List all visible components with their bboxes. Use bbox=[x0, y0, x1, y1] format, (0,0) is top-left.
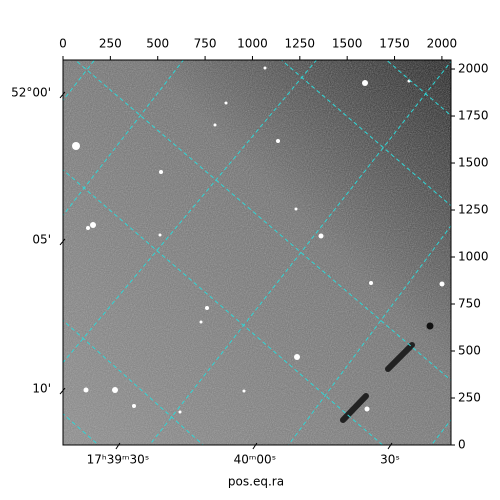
dec-tick-label: 10' bbox=[32, 382, 51, 396]
x-tick-label: 1500 bbox=[332, 37, 363, 51]
ra-tick-label: 40ᵐ00ˢ bbox=[234, 453, 277, 467]
y-tick-label: 250 bbox=[458, 391, 481, 405]
y-tick-label: 1250 bbox=[458, 203, 489, 217]
ra-tick-label: 30ˢ bbox=[380, 453, 400, 467]
ra-tick bbox=[252, 442, 258, 450]
ra-tick-label: 17ʰ39ᵐ30ˢ bbox=[87, 453, 150, 467]
dec-tick bbox=[59, 91, 66, 99]
dec-tick-label: 52°00' bbox=[11, 85, 51, 99]
y-tick-label: 1500 bbox=[458, 156, 489, 170]
x-tick-label: 500 bbox=[146, 37, 169, 51]
y-tick-label: 0 bbox=[458, 438, 466, 452]
sky-image bbox=[63, 60, 451, 445]
x-tick-label: 0 bbox=[59, 37, 67, 51]
x-axis-label: pos.eq.ra bbox=[228, 475, 284, 489]
y-tick-label: 1000 bbox=[458, 250, 489, 264]
y-tick-label: 2000 bbox=[458, 62, 489, 76]
ra-tick bbox=[115, 442, 121, 450]
x-tick-label: 1000 bbox=[237, 37, 268, 51]
x-tick-label: 750 bbox=[194, 37, 217, 51]
dec-tick bbox=[59, 238, 66, 246]
coordinate-grid bbox=[63, 60, 451, 445]
x-tick-label: 1250 bbox=[285, 37, 316, 51]
dec-tick-label: 05' bbox=[32, 232, 51, 246]
dec-tick bbox=[59, 387, 66, 395]
plot-frame bbox=[62, 59, 452, 446]
y-tick-label: 750 bbox=[458, 297, 481, 311]
y-tick-label: 1750 bbox=[458, 109, 489, 123]
y-tick-label: 500 bbox=[458, 344, 481, 358]
ra-tick bbox=[387, 442, 393, 450]
x-tick-label: 1750 bbox=[379, 37, 410, 51]
x-tick-label: 250 bbox=[99, 37, 122, 51]
x-tick-label: 2000 bbox=[427, 37, 458, 51]
